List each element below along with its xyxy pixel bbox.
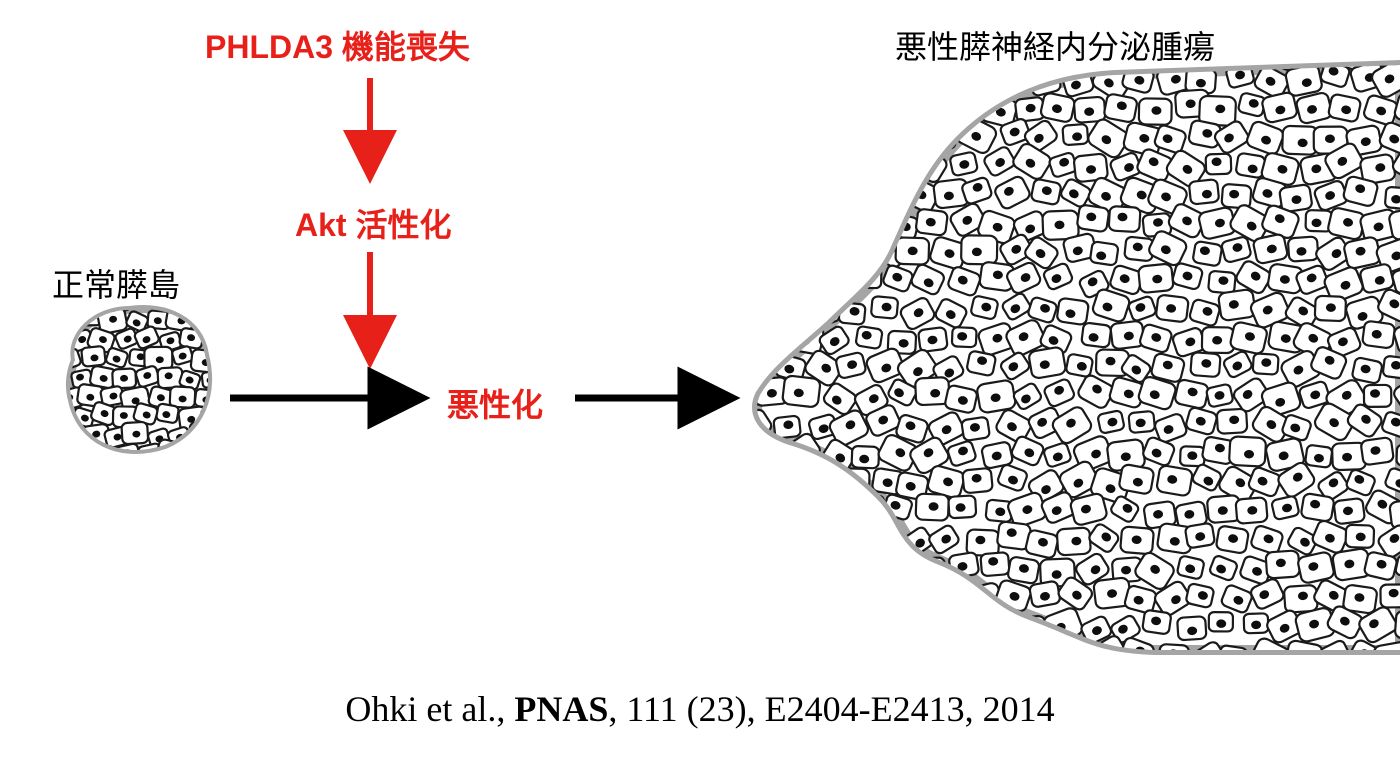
diagram-svg	[0, 0, 1400, 759]
normal-islet-shape	[43, 285, 264, 492]
tumor-shape	[715, 28, 1400, 708]
